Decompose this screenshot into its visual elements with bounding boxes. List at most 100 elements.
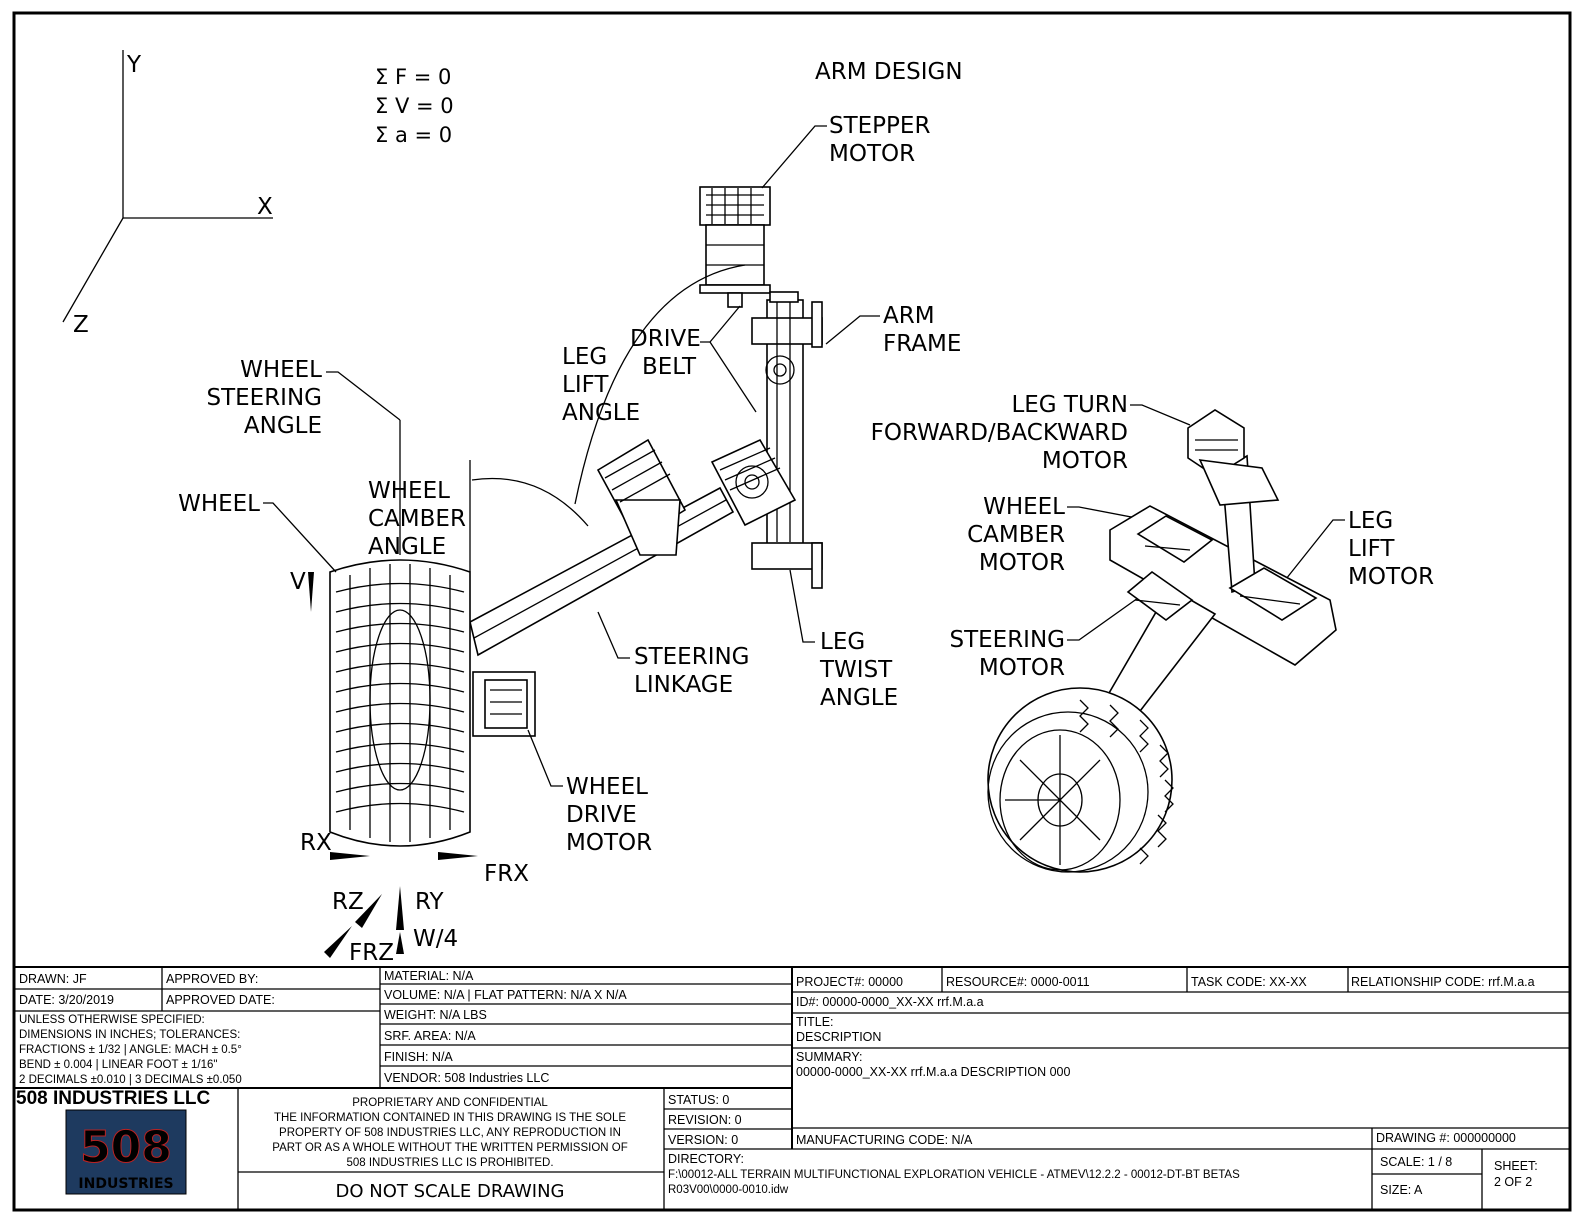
callout-wheel-steering-angle-line1: WHEEL (240, 357, 322, 383)
leg-lift-motor-assembly (710, 438, 797, 527)
stepper-motor (699, 186, 771, 308)
callout-wheel-camber-angle-line3: ANGLE (368, 534, 446, 560)
directory-label: DIRECTORY: (668, 1152, 744, 1166)
force-label-rz: RZ (332, 889, 364, 915)
title-label: TITLE: (796, 1015, 834, 1029)
sheet-size: SIZE: A (1380, 1183, 1423, 1197)
equation-sum-a: Σ a = 0 (375, 123, 452, 147)
callout-wheel-camber-angle-line2: CAMBER (368, 506, 466, 532)
wheel (329, 559, 471, 847)
callout-wheel-steering-angle-line3: ANGLE (244, 413, 322, 439)
material: MATERIAL: N/A (384, 969, 474, 983)
proprietary-line-4: 508 INDUSTRIES LLC IS PROHIBITED. (346, 1157, 553, 1169)
logo-508: 508 (80, 1122, 172, 1173)
tolerance-line-2: DIMENSIONS IN INCHES; TOLERANCES: (19, 1029, 240, 1041)
callout-steering-linkage-line2: LINKAGE (634, 672, 733, 698)
approved-date: APPROVED DATE: (166, 993, 275, 1007)
tolerance-line-5: 2 DECIMALS ±0.010 | 3 DECIMALS ±0.050 (19, 1074, 242, 1086)
callout-wheel: WHEEL (178, 491, 260, 517)
callout-leg-twist-angle-line3: ANGLE (820, 685, 898, 711)
callout-leg-lift-motor-line2: LIFT (1348, 536, 1395, 562)
callout-wheel-camber-angle-line1: WHEEL (368, 478, 450, 504)
task-code: TASK CODE: XX-XX (1191, 975, 1307, 989)
callout-wheel-steering-angle-line2: STEERING (206, 385, 322, 411)
tolerance-line-4: BEND ± 0.004 | LINEAR FOOT ± 1/16" (19, 1059, 217, 1071)
callout-leg-twist-angle-line1: LEG (820, 629, 865, 655)
callout-arm-frame-line2: FRAME (883, 331, 961, 357)
force-label-ry: RY (415, 889, 445, 915)
wheel-drive-motor (472, 671, 536, 737)
callout-leg-lift-angle-line3: ANGLE (562, 400, 640, 426)
callout-stepper-motor-line2: MOTOR (829, 141, 915, 167)
force-label-rx: RX (300, 830, 332, 856)
proprietary-heading: PROPRIETARY AND CONFIDENTIAL (352, 1097, 548, 1109)
directory-line-1: F:\00012-ALL TERRAIN MULTIFUNCTIONAL EXP… (668, 1169, 1240, 1181)
callout-leg-lift-motor-line3: MOTOR (1348, 564, 1434, 590)
callout-drive-belt-line2: BELT (642, 354, 697, 380)
outer-border (12, 11, 1572, 1212)
arm-assembly-isometric-view (987, 409, 1337, 873)
finish: FINISH: N/A (384, 1050, 453, 1064)
callout-steering-linkage-line1: STEERING (634, 644, 750, 670)
callout-leg-twist-angle-line2: TWIST (819, 657, 893, 683)
sheet-value: 2 OF 2 (1494, 1175, 1532, 1189)
manufacturing-code: MANUFACTURING CODE: N/A (796, 1133, 973, 1147)
status: STATUS: 0 (668, 1093, 729, 1107)
vendor: VENDOR: 508 Industries LLC (384, 1071, 549, 1085)
wheel-camber-motor-on-tube (596, 438, 687, 556)
surface-area: SRF. AREA: N/A (384, 1029, 476, 1043)
do-not-scale-note: DO NOT SCALE DRAWING (335, 1181, 564, 1202)
force-label-frx: FRX (484, 861, 529, 887)
leader-lines (263, 125, 1345, 787)
callout-wheel-camber-motor-line1: WHEEL (983, 494, 1065, 520)
drawing-number: DRAWING #: 000000000 (1376, 1131, 1516, 1145)
scale: SCALE: 1 / 8 (1380, 1155, 1452, 1169)
callout-leg-lift-angle-line2: LIFT (562, 372, 609, 398)
equilibrium-equations: Σ F = 0 Σ V = 0 Σ a = 0 (375, 65, 454, 147)
drawing-heading: ARM DESIGN (815, 59, 963, 85)
callouts: STEPPER MOTOR ARM FRAME DRIVE BELT LEG L… (178, 113, 1434, 856)
revision: REVISION: 0 (668, 1113, 742, 1127)
callout-arm-frame-line1: ARM (883, 303, 935, 329)
volume: VOLUME: N/A | FLAT PATTERN: N/A X N/A (384, 988, 627, 1002)
tolerance-line-1: UNLESS OTHERWISE SPECIFIED: (19, 1014, 205, 1026)
title-block: DRAWN: JF APPROVED BY: DATE: 3/20/2019 A… (14, 966, 1570, 1210)
callout-leg-turn-motor-line1: LEG TURN (1011, 392, 1128, 418)
sheet-label: SHEET: (1494, 1159, 1538, 1173)
callout-drive-belt-line1: DRIVE (630, 326, 701, 352)
axis-y-label: Y (126, 52, 142, 78)
proprietary-line-3: PART OR AS A WHOLE WITHOUT THE WRITTEN P… (272, 1142, 627, 1154)
axis-x-label: X (257, 194, 273, 220)
coordinate-axes: Y X Z (62, 50, 273, 338)
callout-wheel-drive-motor-line3: MOTOR (566, 830, 652, 856)
drawn-by: DRAWN: JF (19, 972, 87, 986)
approved-by: APPROVED BY: (166, 972, 258, 986)
directory-line-2: R03V00\0000-0010.idw (668, 1184, 789, 1196)
company-name: 508 INDUSTRIES LLC (16, 1088, 211, 1109)
force-arrows: V RX FRX RZ RY FRZ W/4 (290, 569, 529, 966)
proprietary-line-2: PROPERTY OF 508 INDUSTRIES LLC, ANY REPR… (279, 1127, 621, 1139)
callout-leg-lift-angle-line1: LEG (562, 344, 607, 370)
callout-wheel-drive-motor-line2: DRIVE (566, 802, 637, 828)
callout-stepper-motor-line1: STEPPER (829, 113, 930, 139)
project-number: PROJECT#: 00000 (796, 975, 903, 989)
axis-z-label: Z (73, 312, 89, 338)
steering-linkage-tube (469, 486, 735, 657)
logo-industries: INDUSTRIES (78, 1176, 173, 1192)
resource-number: RESOURCE#: 0000-0011 (946, 975, 1090, 989)
callout-steering-motor-line1: STEERING (949, 627, 1065, 653)
force-label-v: V (290, 569, 306, 595)
summary-value: 00000-0000_XX-XX rrf.M.a.a DESCRIPTION 0… (796, 1065, 1070, 1079)
arm-assembly-side-view (329, 186, 823, 847)
relationship-code: RELATIONSHIP CODE: rrf.M.a.a (1351, 975, 1535, 989)
equation-sum-f: Σ F = 0 (375, 65, 451, 89)
title-value: DESCRIPTION (796, 1030, 881, 1044)
callout-wheel-camber-motor-line3: MOTOR (979, 550, 1065, 576)
version: VERSION: 0 (668, 1133, 738, 1147)
force-label-frz: FRZ (349, 940, 394, 966)
callout-wheel-drive-motor-line1: WHEEL (566, 774, 648, 800)
tolerance-line-3: FRACTIONS ± 1/32 | ANGLE: MACH ± 0.5° (19, 1044, 242, 1056)
id-number: ID#: 00000-0000_XX-XX rrf.M.a.a (796, 995, 984, 1009)
equation-sum-v: Σ V = 0 (375, 94, 454, 118)
